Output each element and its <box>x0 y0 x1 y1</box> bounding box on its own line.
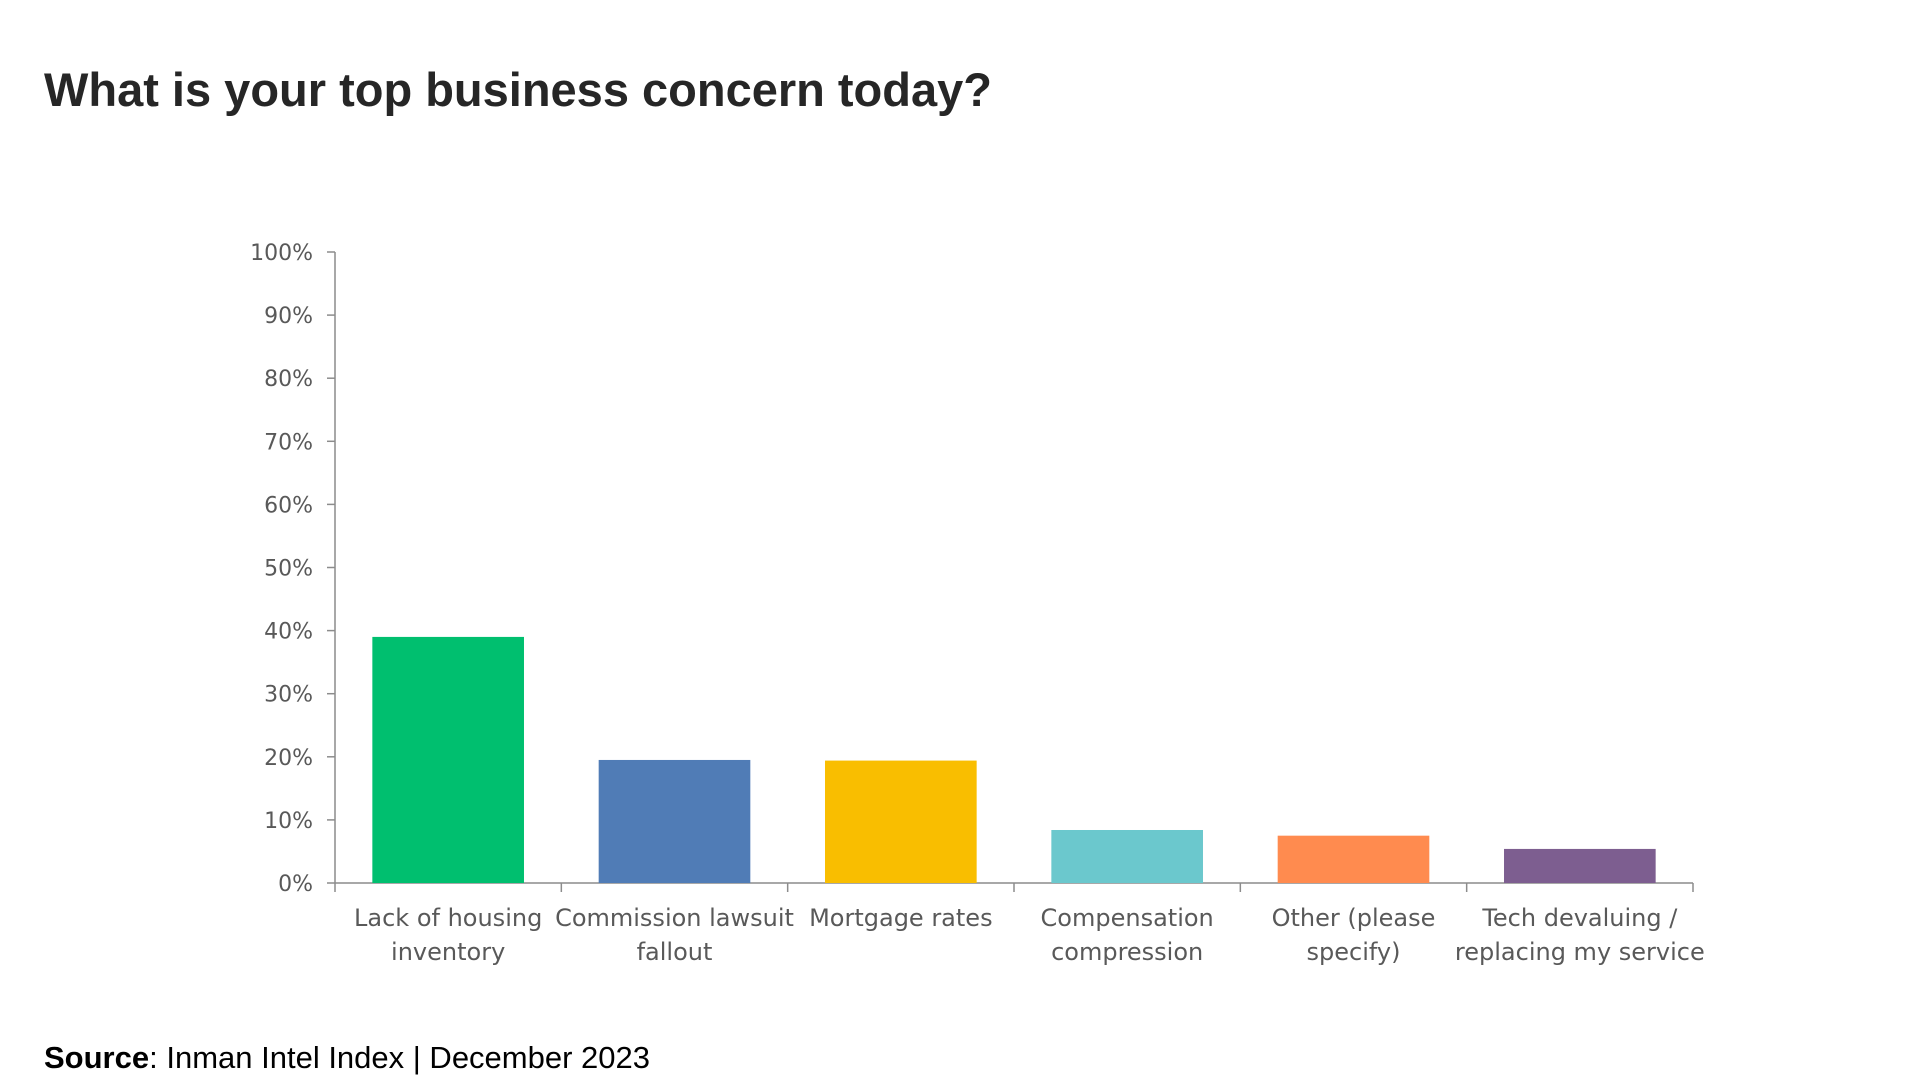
category-label: Commission lawsuit <box>555 904 794 932</box>
y-axis: 0% 10% 20% 30% 40% 50% 60% 70% 80% 90% 100% <box>250 241 336 897</box>
chart-title: What is your top business concern today? <box>44 63 992 116</box>
bar <box>1051 829 1203 883</box>
category-label: Lack of housing <box>354 904 542 932</box>
bar <box>1277 835 1430 883</box>
category-label: Compensation <box>1041 904 1214 932</box>
y-tick-label: 80% <box>264 367 313 392</box>
bars <box>372 636 1656 883</box>
source-text: : Inman Intel Index | December 2023 <box>149 1040 650 1075</box>
bar <box>1504 848 1656 883</box>
source-label: Source <box>44 1040 150 1075</box>
category-label: Other (please <box>1272 904 1436 932</box>
bar <box>825 760 977 883</box>
y-tick-label: 0% <box>278 872 313 897</box>
y-tick-label: 30% <box>264 683 313 708</box>
category-labels: Lack of housing inventory Commission lawsu… <box>354 904 1705 966</box>
bar <box>372 636 524 883</box>
y-tick-label: 70% <box>264 430 313 455</box>
category-label: Mortgage rates <box>809 904 993 932</box>
y-tick-label: 60% <box>264 493 313 518</box>
category-label: specify) <box>1307 938 1401 966</box>
y-tick-label: 40% <box>264 620 313 645</box>
category-label: replacing my service <box>1455 938 1705 966</box>
y-tick-label: 90% <box>264 304 313 329</box>
y-tick-label: 20% <box>264 746 313 771</box>
y-tick-label: 50% <box>264 557 313 582</box>
y-tick-label: 100% <box>250 241 313 266</box>
bar <box>598 759 751 883</box>
bar-chart: 0% 10% 20% 30% 40% 50% 60% 70% 80% 90% 100% Lack o… <box>250 241 1705 966</box>
category-label: fallout <box>637 938 713 966</box>
category-label: inventory <box>391 938 505 966</box>
y-tick-label: 10% <box>264 809 313 834</box>
category-label: compression <box>1051 938 1203 966</box>
x-axis <box>334 882 1694 892</box>
source-line: Source: Inman Intel Index | December 202… <box>44 1042 650 1073</box>
category-label: Tech devaluing / <box>1481 904 1678 932</box>
